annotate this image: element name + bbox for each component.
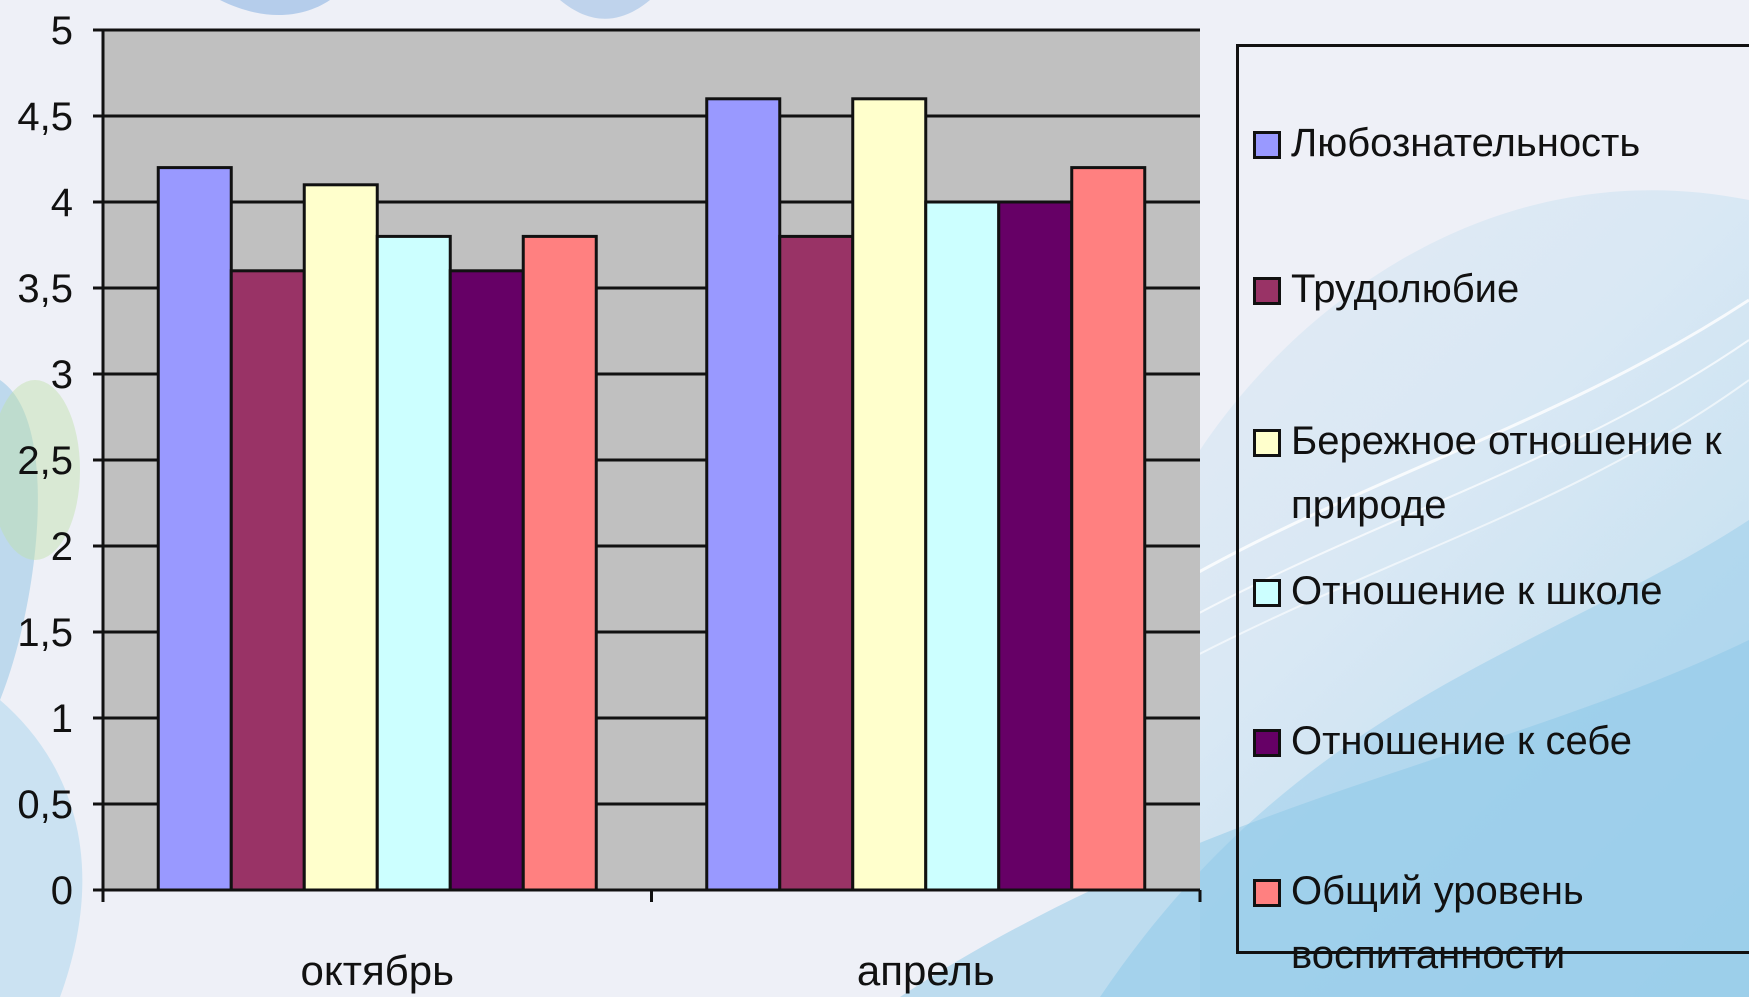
y-tick-label: 3,5 bbox=[17, 267, 73, 311]
axes bbox=[93, 28, 1202, 902]
legend-swatch-5 bbox=[1253, 729, 1281, 757]
y-tick-labels: 0 0,5 1 1,5 2 2,5 3 3,5 4 4,5 5 bbox=[17, 9, 73, 913]
legend-swatch-6 bbox=[1253, 879, 1281, 907]
bar bbox=[778, 234, 855, 892]
category-label: апрель bbox=[857, 947, 995, 994]
bar bbox=[851, 97, 928, 892]
y-tick-label: 2,5 bbox=[17, 439, 73, 483]
legend-label-5: Отношение к себе bbox=[1291, 719, 1633, 763]
y-tick-label: 3 bbox=[51, 353, 73, 397]
legend-item-4: Отношение к школе bbox=[1253, 559, 1749, 623]
bar bbox=[302, 183, 379, 892]
legend: Любознательность Трудолюбие Бережное отн… bbox=[1236, 44, 1749, 977]
y-tick-label: 0 bbox=[51, 869, 73, 913]
bar bbox=[997, 200, 1074, 892]
bar bbox=[375, 234, 452, 892]
y-tick-label: 0,5 bbox=[17, 783, 73, 827]
y-tick-label: 4 bbox=[51, 181, 73, 225]
y-tick-label: 2 bbox=[51, 525, 73, 569]
legend-label-1: Любознательность bbox=[1291, 121, 1641, 165]
legend-item-3: Бережное отношение к природе bbox=[1253, 409, 1749, 537]
legend-swatch-1 bbox=[1253, 131, 1281, 159]
legend-item-6: Общий уровень воспитанности bbox=[1253, 859, 1749, 987]
y-tick-label: 5 bbox=[51, 9, 73, 53]
legend-item-5: Отношение к себе bbox=[1253, 709, 1749, 773]
legend-item-1: Любознательность bbox=[1253, 111, 1749, 175]
y-tick-label: 4,5 bbox=[17, 95, 73, 139]
y-tick-label: 1 bbox=[51, 697, 73, 741]
bar bbox=[156, 166, 233, 892]
bar bbox=[1070, 166, 1147, 892]
y-tick-label: 1,5 bbox=[17, 611, 73, 655]
category-labels: октябрь апрель bbox=[301, 947, 995, 994]
bars bbox=[156, 97, 1147, 892]
legend-swatch-2 bbox=[1253, 277, 1281, 305]
category-label: октябрь bbox=[301, 947, 454, 994]
legend-label-2: Трудолюбие bbox=[1291, 267, 1520, 311]
bar bbox=[705, 97, 782, 892]
bar bbox=[924, 200, 1001, 892]
bar bbox=[521, 234, 598, 892]
bar bbox=[229, 269, 306, 892]
bar bbox=[448, 269, 525, 892]
legend-swatch-4 bbox=[1253, 579, 1281, 607]
legend-swatch-3 bbox=[1253, 429, 1281, 457]
legend-item-2: Трудолюбие bbox=[1253, 257, 1749, 321]
legend-label-4: Отношение к школе bbox=[1291, 569, 1663, 613]
legend-label-6: Общий уровень воспитанности bbox=[1291, 869, 1584, 977]
legend-label-3: Бережное отношение к природе bbox=[1291, 419, 1722, 527]
